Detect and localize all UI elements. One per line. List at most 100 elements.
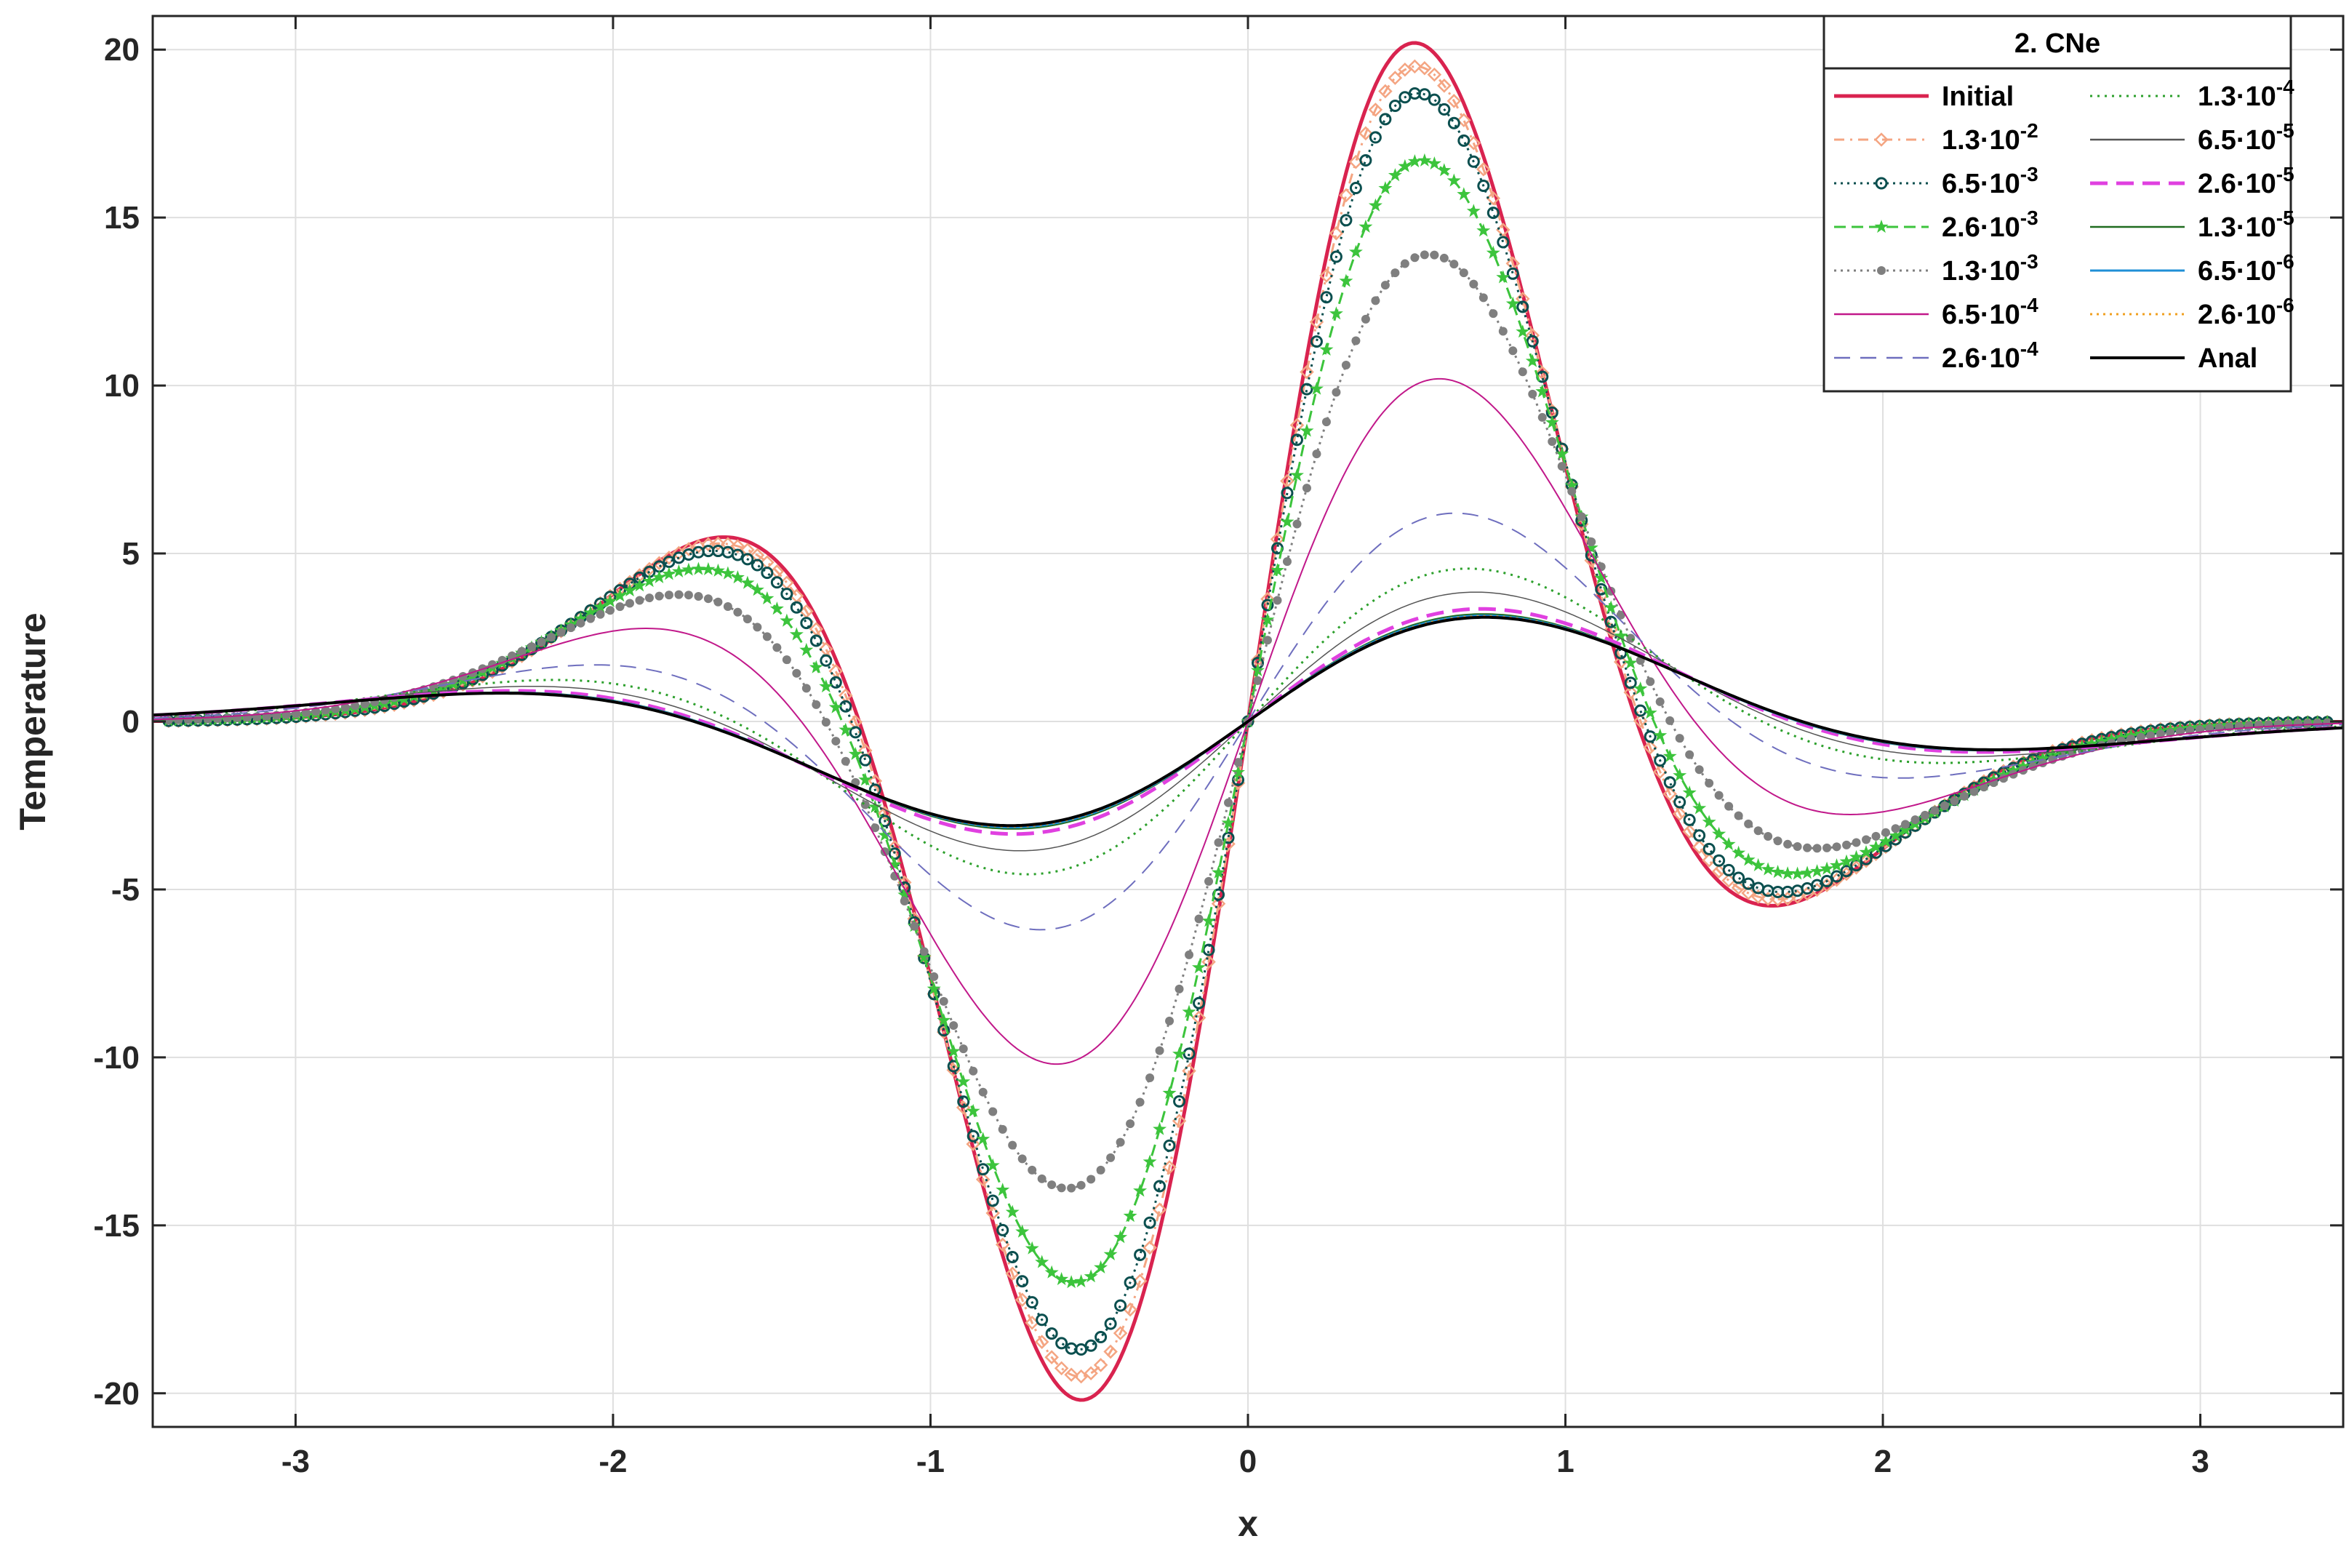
legend-label-base: 1.3 <box>2198 81 2236 112</box>
marker-star <box>1270 563 1284 577</box>
legend-label-exponent: -2 <box>2020 119 2038 142</box>
marker-diamond <box>701 537 716 552</box>
marker-star <box>1182 1004 1196 1018</box>
marker-star <box>1535 384 1550 398</box>
marker-star <box>1859 845 1873 859</box>
marker-diamond <box>1407 59 1422 74</box>
marker-dot <box>1410 253 1420 263</box>
marker-circle <box>1182 1047 1196 1060</box>
marker-star <box>887 857 902 871</box>
marker-star <box>1564 478 1579 492</box>
marker-dot <box>812 700 821 709</box>
marker-star <box>858 772 873 786</box>
marker-diamond <box>1191 1010 1206 1025</box>
marker-star <box>1319 342 1334 356</box>
marker-star <box>976 1132 991 1145</box>
marker-star <box>1446 173 1461 187</box>
marker-diamond <box>1358 126 1373 141</box>
marker-dot <box>567 623 576 633</box>
marker-star <box>1555 447 1569 460</box>
y-tick-label: -15 <box>93 1208 140 1244</box>
marker-diamond <box>1015 1292 1030 1308</box>
marker-star <box>1123 1209 1137 1223</box>
marker-star <box>1682 785 1697 799</box>
marker-diamond <box>1064 1367 1079 1383</box>
x-tick-label: 1 <box>1556 1444 1574 1479</box>
marker-dot <box>547 633 556 642</box>
marker-dot <box>517 647 527 656</box>
marker-dot <box>233 713 242 722</box>
marker-star <box>1055 1272 1069 1286</box>
marker-dot <box>1714 791 1724 800</box>
marker-circle <box>1349 182 1362 195</box>
grid <box>153 16 2343 1427</box>
marker-star <box>681 562 696 576</box>
marker-star <box>613 588 627 602</box>
marker-star <box>819 679 833 693</box>
marker-dot <box>1204 876 1214 886</box>
marker-circle <box>1693 829 1706 842</box>
legend-label-times: ·10 <box>1980 343 2020 374</box>
marker-dot <box>2136 732 2145 742</box>
marker-diamond <box>1662 786 1677 801</box>
marker-dot <box>1528 389 1537 399</box>
marker-star <box>809 660 823 673</box>
legend-label-times: ·10 <box>2236 212 2276 243</box>
marker-dot <box>2303 719 2313 728</box>
marker-diamond <box>1849 860 1864 875</box>
legend-label: 2.6·10-3 <box>1942 207 2038 243</box>
marker-circle <box>1055 1337 1068 1350</box>
marker-circle <box>829 676 842 689</box>
legend-label-base: 1.3 <box>1942 125 1980 156</box>
marker-dot <box>1705 778 1714 788</box>
marker-diamond <box>505 654 519 669</box>
marker-dot <box>1302 484 1311 493</box>
legend-label: 6.5·10-6 <box>2198 250 2294 287</box>
marker-diamond <box>1152 1202 1167 1217</box>
marker-circle <box>1095 1330 1108 1343</box>
marker-dot <box>1341 361 1350 370</box>
marker-diamond <box>1084 1366 1098 1381</box>
x-axis-title: x <box>1238 1503 1258 1544</box>
marker-circle <box>1673 796 1686 809</box>
marker-star <box>1741 852 1756 866</box>
marker-circle <box>957 1095 970 1108</box>
marker-dot <box>1449 260 1459 269</box>
legend-label-times: ·10 <box>2236 256 2276 287</box>
marker-dot <box>871 823 880 833</box>
legend-label: 2.6·10-6 <box>2198 294 2294 330</box>
marker-diamond <box>1476 161 1491 177</box>
marker-dot <box>1214 838 1223 847</box>
marker-dot <box>694 592 703 601</box>
marker-diamond <box>1652 764 1668 779</box>
marker-circle <box>1840 865 1853 878</box>
marker-star <box>996 1183 1010 1196</box>
marker-circle <box>1683 813 1696 826</box>
y-tick-label: 0 <box>122 704 140 740</box>
marker-dot <box>1832 842 1841 852</box>
marker-dot <box>1567 487 1577 496</box>
marker-dot <box>1439 253 1449 263</box>
legend-label: 6.5·10-4 <box>1942 294 2038 330</box>
marker-star <box>1898 823 1913 836</box>
marker-dot <box>1724 801 1734 811</box>
marker-diamond <box>1839 866 1854 881</box>
y-tick-label: -10 <box>93 1040 140 1076</box>
marker-circle <box>1477 180 1490 193</box>
marker-circle <box>1143 1216 1156 1229</box>
marker-dot <box>1548 437 1557 447</box>
marker-star <box>1044 1265 1059 1279</box>
marker-dot <box>1096 1165 1105 1175</box>
marker-dot <box>1400 259 1409 268</box>
marker-star <box>1751 857 1766 871</box>
marker-dot <box>1017 1154 1027 1164</box>
marker-diamond <box>1388 71 1403 85</box>
legend-label-times: ·10 <box>1980 212 2020 243</box>
marker-star <box>623 583 637 597</box>
marker-star <box>1015 1224 1030 1238</box>
marker-dot <box>537 637 546 647</box>
marker-star <box>1103 1247 1118 1260</box>
legend-item: 2.6·10-5 <box>2090 163 2294 199</box>
marker-star <box>1623 655 1638 669</box>
marker-circle <box>1036 1313 1049 1327</box>
